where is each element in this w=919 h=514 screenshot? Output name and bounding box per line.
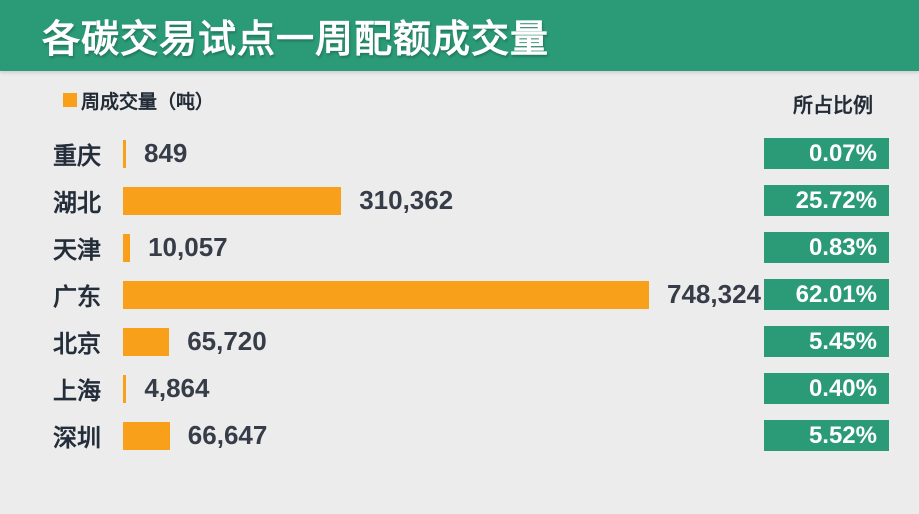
percent-badge: 0.83% xyxy=(764,232,889,263)
volume-value: 65,720 xyxy=(187,326,267,356)
chart-row: 北京 65,720 5.45% xyxy=(0,318,919,365)
percent-column-header: 所占比例 xyxy=(793,95,873,117)
percent-badge: 0.40% xyxy=(764,373,889,404)
chart-row: 广东 748,324 62.01% xyxy=(0,271,919,318)
chart-row: 深圳 66,647 5.52% xyxy=(0,412,919,459)
bar-track: 4,864 xyxy=(123,365,759,412)
category-label: 重庆 xyxy=(53,143,101,170)
bar-track: 310,362 xyxy=(123,177,759,224)
percent-badge: 5.52% xyxy=(764,420,889,451)
chart-title: 各碳交易试点一周配额成交量 xyxy=(42,19,550,61)
volume-value: 748,324 xyxy=(667,279,761,309)
category-label: 北京 xyxy=(53,331,101,358)
chart-row: 天津 10,057 0.83% xyxy=(0,224,919,271)
volume-bar xyxy=(123,280,649,309)
bar-track: 66,647 xyxy=(123,412,759,459)
percent-badge: 25.72% xyxy=(764,185,889,216)
title-banner: 各碳交易试点一周配额成交量 xyxy=(0,0,919,71)
volume-bar xyxy=(123,374,127,403)
chart-row: 上海 4,864 0.40% xyxy=(0,365,919,412)
volume-bar xyxy=(123,139,126,168)
volume-bar xyxy=(123,233,131,262)
category-label: 上海 xyxy=(53,378,101,405)
volume-value: 310,362 xyxy=(359,185,454,215)
percent-badge: 62.01% xyxy=(764,279,889,310)
chart-row: 重庆 849 0.07% xyxy=(0,130,919,177)
bar-track: 849 xyxy=(123,130,759,177)
bar-track: 65,720 xyxy=(123,318,759,365)
volume-value: 10,057 xyxy=(148,232,228,262)
category-label: 湖北 xyxy=(53,190,101,217)
chart-row: 湖北 310,362 25.72% xyxy=(0,177,919,224)
percent-badge: 5.45% xyxy=(764,326,889,357)
volume-value: 849 xyxy=(144,138,188,168)
legend-label: 周成交量（吨） xyxy=(81,91,215,113)
bar-track: 748,324 xyxy=(123,271,761,318)
bar-track: 10,057 xyxy=(123,224,759,271)
category-label: 深圳 xyxy=(53,425,101,452)
volume-value: 66,647 xyxy=(187,420,268,450)
percent-badge: 0.07% xyxy=(764,138,889,169)
category-label: 天津 xyxy=(53,237,101,264)
volume-bar xyxy=(123,186,342,215)
legend-orange-square-icon xyxy=(63,93,77,107)
volume-bar xyxy=(123,421,170,450)
volume-bar xyxy=(123,327,170,356)
category-label: 广东 xyxy=(53,284,101,311)
legend: 周成交量（吨） xyxy=(63,87,214,113)
volume-value: 4,864 xyxy=(144,373,210,403)
bar-chart: 重庆 849 0.07% 湖北 310,362 25.72% 天津 10,057… xyxy=(0,130,919,459)
